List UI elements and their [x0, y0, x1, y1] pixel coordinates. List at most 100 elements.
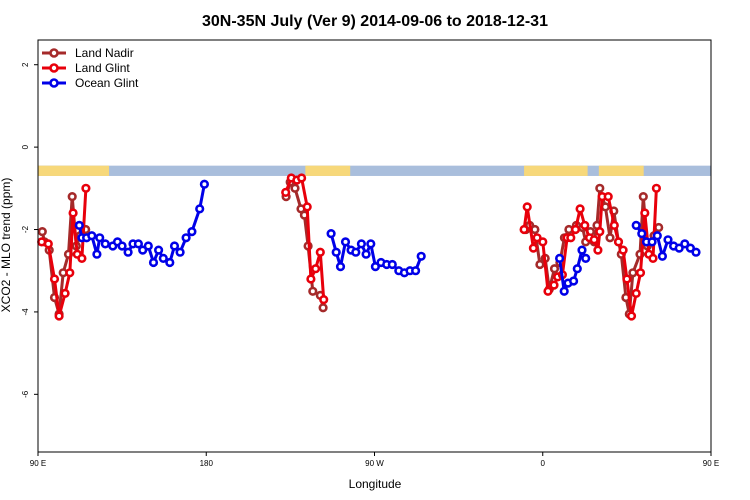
data-point: [181, 233, 191, 243]
chart-title: 30N-35N July (Ver 9) 2014-09-06 to 2018-…: [202, 13, 548, 30]
data-point: [674, 243, 684, 253]
land-strip-segment: [38, 165, 110, 176]
data-point: [522, 202, 532, 212]
data-point: [387, 259, 397, 270]
data-point: [306, 274, 316, 284]
data-point: [663, 235, 673, 245]
data-point: [311, 264, 321, 274]
land-strip-segment: [305, 165, 351, 176]
data-point: [577, 245, 587, 255]
data-point: [95, 233, 105, 243]
data-point: [657, 251, 668, 261]
data-point: [549, 264, 560, 274]
series-layer: [37, 173, 701, 321]
data-point: [622, 274, 632, 284]
data-point: [691, 247, 701, 257]
land-ocean-strip: [38, 165, 711, 176]
x-tick-label: 90 W: [365, 459, 384, 468]
data-point: [356, 239, 367, 249]
data-point: [290, 183, 300, 193]
data-point: [74, 220, 84, 230]
data-point: [319, 295, 329, 305]
y-tick-label: -6: [21, 390, 30, 398]
data-point: [538, 237, 548, 247]
data-point: [143, 241, 153, 251]
data-point: [49, 274, 60, 284]
data-point: [318, 303, 328, 313]
data-point: [68, 208, 78, 218]
data-point: [581, 253, 591, 263]
data-point: [637, 229, 647, 239]
data-point: [528, 243, 539, 253]
data-point: [54, 311, 64, 321]
data-point: [43, 239, 53, 249]
data-point: [572, 264, 582, 274]
y-axis-label: XCO2 - MLO trend (ppm): [0, 178, 13, 313]
y-tick-label: -4: [21, 308, 30, 316]
data-point: [154, 245, 164, 255]
land-strip-segment: [598, 165, 644, 176]
data-point: [628, 268, 638, 278]
data-point: [640, 208, 650, 218]
data-point: [37, 227, 47, 237]
data-point: [566, 233, 576, 243]
data-point: [549, 280, 559, 290]
data-point: [81, 183, 91, 193]
legend-label: Ocean Glint: [75, 76, 139, 90]
data-point: [603, 192, 613, 202]
legend-item: Land Glint: [42, 61, 130, 75]
data-point: [593, 245, 603, 255]
data-point: [175, 247, 185, 257]
data-point: [416, 251, 426, 261]
data-point: [618, 245, 628, 255]
legend-item: Ocean Glint: [42, 76, 139, 90]
data-point: [609, 220, 619, 230]
data-point: [340, 237, 351, 247]
data-point: [158, 253, 168, 263]
data-point: [519, 224, 529, 235]
data-point: [635, 268, 646, 278]
data-point: [651, 183, 662, 193]
data-point: [685, 243, 696, 253]
data-point: [77, 253, 87, 263]
data-point: [361, 249, 371, 259]
data-point: [60, 288, 70, 299]
data-point: [638, 192, 648, 202]
land-strip-segment: [524, 165, 588, 176]
x-axis: 90 E 180 90 W 0 90 E: [30, 452, 719, 468]
data-point: [570, 224, 581, 235]
legend-swatch-marker: [49, 48, 59, 58]
data-point: [165, 257, 175, 268]
y-tick-label: -2: [21, 225, 30, 233]
data-point: [92, 249, 102, 259]
data-point: [195, 204, 205, 214]
data-point: [67, 192, 77, 202]
data-point: [169, 241, 180, 251]
data-point: [595, 227, 605, 237]
data-point: [605, 233, 615, 243]
data-point: [654, 222, 664, 233]
data-point: [100, 239, 110, 249]
data-point: [335, 262, 346, 272]
data-point: [148, 257, 159, 268]
data-point: [366, 239, 376, 249]
data-point: [532, 233, 542, 243]
data-point: [138, 245, 148, 255]
ocean-strip: [38, 165, 711, 176]
data-point: [530, 224, 540, 235]
data-point: [589, 235, 599, 245]
data-point: [554, 253, 565, 263]
data-point: [87, 231, 97, 241]
data-point: [647, 237, 657, 247]
data-point: [580, 220, 590, 230]
data-point: [648, 253, 658, 263]
legend-label: Land Glint: [75, 61, 130, 75]
y-tick-label: 0: [21, 144, 30, 149]
x-tick-label: 90 E: [703, 459, 719, 468]
series-ocean-glint: [74, 179, 701, 296]
legend-swatch-marker: [49, 78, 59, 88]
data-point: [281, 187, 291, 197]
data-point: [626, 311, 637, 321]
